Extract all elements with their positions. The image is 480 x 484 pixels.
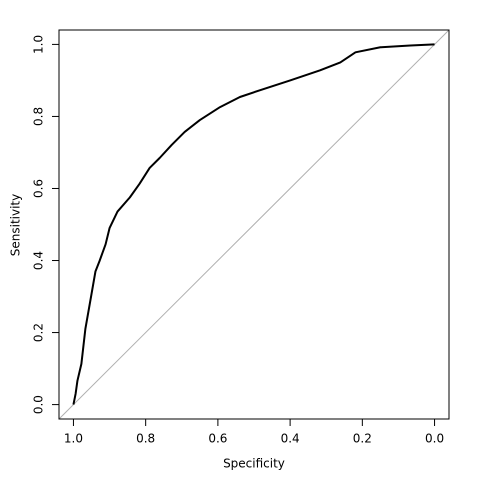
y-tick-label: 0.4 bbox=[32, 251, 46, 270]
x-tick-label: 0.8 bbox=[136, 432, 155, 446]
y-tick-label: 0.0 bbox=[32, 395, 46, 414]
x-tick-label: 0.6 bbox=[208, 432, 227, 446]
x-axis-title: Specificity bbox=[223, 457, 285, 471]
roc-curve bbox=[72, 43, 435, 405]
x-tick-label: 0.4 bbox=[281, 432, 300, 446]
y-axis-title: Sensitivity bbox=[9, 194, 23, 256]
y-tick-label: 0.2 bbox=[32, 323, 46, 342]
x-tick-label: 1.0 bbox=[64, 432, 83, 446]
x-tick-label: 0.2 bbox=[353, 432, 372, 446]
y-tick-label: 1.0 bbox=[32, 35, 46, 54]
y-tick-label: 0.6 bbox=[32, 179, 46, 198]
y-tick-label: 0.8 bbox=[32, 107, 46, 126]
x-tick-label: 0.0 bbox=[425, 432, 444, 446]
reference-line bbox=[58, 29, 450, 420]
